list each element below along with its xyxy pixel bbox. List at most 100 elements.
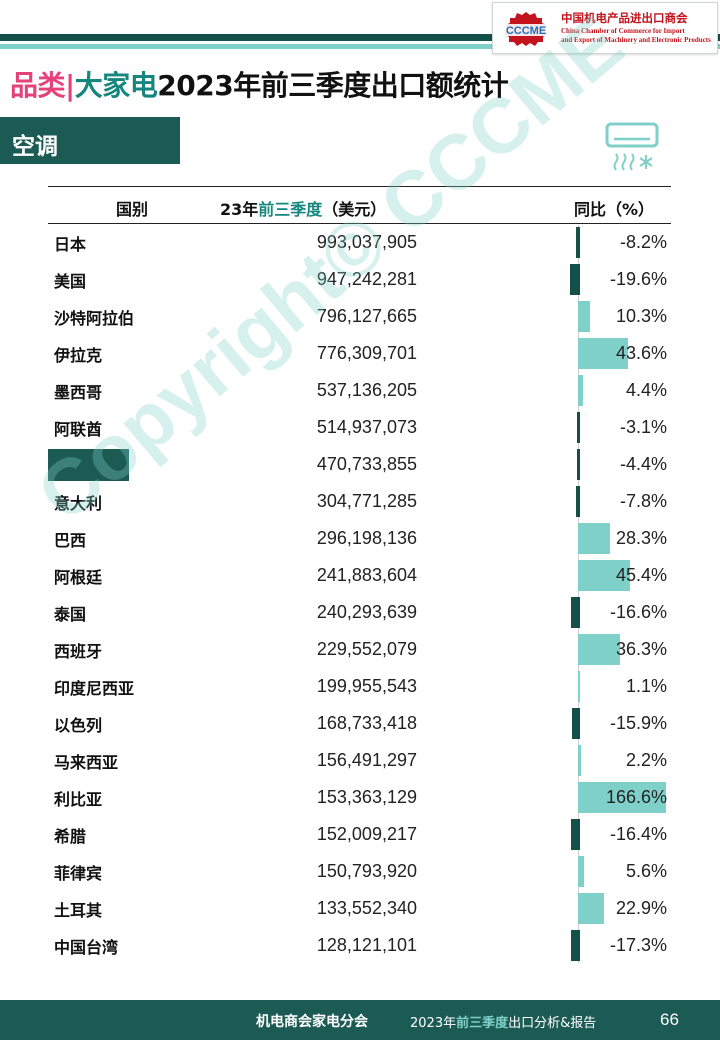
table-row: 沙特阿拉伯 796,127,665 10.3%	[48, 298, 671, 335]
export-value-cell: 229,552,079	[316, 639, 417, 659]
country-cell: 墨西哥	[54, 383, 103, 402]
export-value-cell: 796,127,665	[316, 306, 417, 326]
export-value-cell: 514,937,073	[316, 417, 417, 437]
yoy-bar	[571, 819, 580, 850]
table-row: 马来西亚 156,491,297 2.2%	[48, 742, 671, 779]
table-row: 泰国 240,293,639 -16.6%	[48, 594, 671, 631]
table-row: 西班牙 229,552,079 36.3%	[48, 631, 671, 668]
export-table: 国别 23年前三季度（美元） 同比（%） 日本 993,037,905 -8.2% 美…	[48, 186, 671, 964]
footer-org: 机电商会家电分会	[256, 1014, 368, 1030]
yoy-label: 28.3%	[615, 528, 667, 548]
table-header: 国别 23年前三季度（美元） 同比（%）	[48, 186, 671, 224]
section-label: 空调	[12, 134, 58, 160]
yoy-label: 45.4%	[615, 565, 667, 585]
yoy-label: -16.4%	[609, 824, 667, 844]
logo-cn-name: 中国机电产品进出口商会	[561, 11, 688, 25]
table-row: 印度尼西亚 199,955,543 1.1%	[48, 668, 671, 705]
yoy-label: 4.4%	[625, 380, 667, 400]
country-cell: 西班牙	[54, 642, 103, 661]
table-row: 470,733,855 -4.4%	[48, 446, 671, 483]
yoy-bar	[575, 227, 580, 258]
export-value-cell: 241,883,604	[316, 565, 417, 585]
yoy-bar	[578, 893, 605, 924]
country-cell: 巴西	[54, 531, 87, 550]
yoy-bar	[571, 597, 580, 628]
export-value-cell: 152,009,217	[316, 824, 417, 844]
export-value-cell: 537,136,205	[316, 380, 417, 400]
export-value-cell: 240,293,639	[316, 602, 417, 622]
yoy-bar	[578, 375, 584, 406]
export-value-cell: 153,363,129	[316, 787, 417, 807]
yoy-label: 43.6%	[615, 343, 667, 363]
yoy-bar	[578, 856, 585, 887]
header-yoy: 同比（%）	[574, 200, 655, 219]
export-value-cell: 133,552,340	[316, 898, 417, 918]
country-cell: 以色列	[54, 716, 103, 735]
yoy-label: -8.2%	[619, 232, 667, 252]
redacted-country-block	[48, 449, 129, 481]
country-cell: 伊拉克	[54, 346, 103, 365]
export-value-cell: 304,771,285	[316, 491, 417, 511]
table-row: 美国 947,242,281 -19.6%	[48, 261, 671, 298]
table-row: 墨西哥 537,136,205 4.4%	[48, 372, 671, 409]
country-cell: 意大利	[54, 494, 103, 513]
export-value-cell: 199,955,543	[316, 676, 417, 696]
country-cell: 阿根廷	[54, 568, 103, 587]
page-title: 品类|大家电2023年前三季度出口额统计	[10, 69, 509, 102]
yoy-bar	[578, 671, 580, 702]
svg-text:CCCME: CCCME	[506, 25, 546, 37]
table-row: 伊拉克 776,309,701 43.6%	[48, 335, 671, 372]
table-row: 阿联酋 514,937,073 -3.1%	[48, 409, 671, 446]
country-cell: 泰国	[54, 605, 87, 624]
country-cell: 马来西亚	[54, 753, 119, 772]
cccme-logo: CCCME 中国机电产品进出口商会 China Chamber of Comme…	[492, 2, 718, 54]
country-cell: 沙特阿拉伯	[54, 309, 135, 328]
export-value-cell: 470,733,855	[316, 454, 417, 474]
yoy-label: 22.9%	[615, 898, 667, 918]
yoy-label: 1.1%	[625, 676, 667, 696]
country-cell: 美国	[54, 272, 87, 291]
export-value-cell: 296,198,136	[316, 528, 417, 548]
yoy-label: 36.3%	[615, 639, 667, 659]
yoy-label: -15.9%	[609, 713, 667, 733]
logo-en-name: China Chamber of Commerce for Import and…	[561, 27, 711, 44]
export-value-cell: 947,242,281	[316, 269, 417, 289]
yoy-label: -4.4%	[619, 454, 667, 474]
country-cell: 菲律宾	[54, 864, 103, 883]
country-cell: 日本	[54, 235, 87, 254]
header-value: 23年前三季度（美元）	[220, 200, 387, 219]
yoy-label: -7.8%	[619, 491, 667, 511]
section-tab: 空调	[0, 117, 180, 164]
table-row: 以色列 168,733,418 -15.9%	[48, 705, 671, 742]
yoy-bar	[578, 634, 620, 665]
export-value-cell: 150,793,920	[316, 861, 417, 881]
export-value-cell: 168,733,418	[316, 713, 417, 733]
footer: 机电商会家电分会 2023年前三季度出口分析&报告 66	[0, 1000, 720, 1040]
yoy-label: -16.6%	[609, 602, 667, 622]
yoy-label: 10.3%	[615, 306, 667, 326]
yoy-bar	[571, 930, 580, 961]
table-row: 土耳其 133,552,340 22.9%	[48, 890, 671, 927]
country-cell: 利比亚	[54, 790, 103, 809]
country-cell: 土耳其	[54, 901, 103, 920]
export-value-cell: 993,037,905	[316, 232, 417, 252]
country-cell: 中国台湾	[54, 938, 119, 957]
yoy-bar	[569, 264, 580, 295]
table-row: 菲律宾 150,793,920 5.6%	[48, 853, 671, 890]
country-cell: 印度尼西亚	[54, 679, 135, 698]
yoy-bar	[575, 486, 580, 517]
yoy-label: 166.6%	[605, 787, 667, 807]
country-cell: 阿联酋	[54, 420, 103, 439]
header-rule-dark	[0, 34, 720, 41]
header-country: 国别	[116, 200, 149, 219]
page-number: 66	[660, 1010, 679, 1029]
yoy-axis-line	[578, 225, 579, 963]
yoy-bar	[578, 338, 628, 369]
cccme-badge-icon: CCCME	[501, 12, 551, 46]
table-row: 意大利 304,771,285 -7.8%	[48, 483, 671, 520]
table-body: 日本 993,037,905 -8.2% 美国 947,242,281 -19.6% 沙特阿…	[48, 224, 671, 964]
export-value-cell: 128,121,101	[316, 935, 417, 955]
export-value-cell: 776,309,701	[316, 343, 417, 363]
yoy-bar	[577, 449, 580, 480]
table-row: 阿根廷 241,883,604 45.4%	[48, 557, 671, 594]
